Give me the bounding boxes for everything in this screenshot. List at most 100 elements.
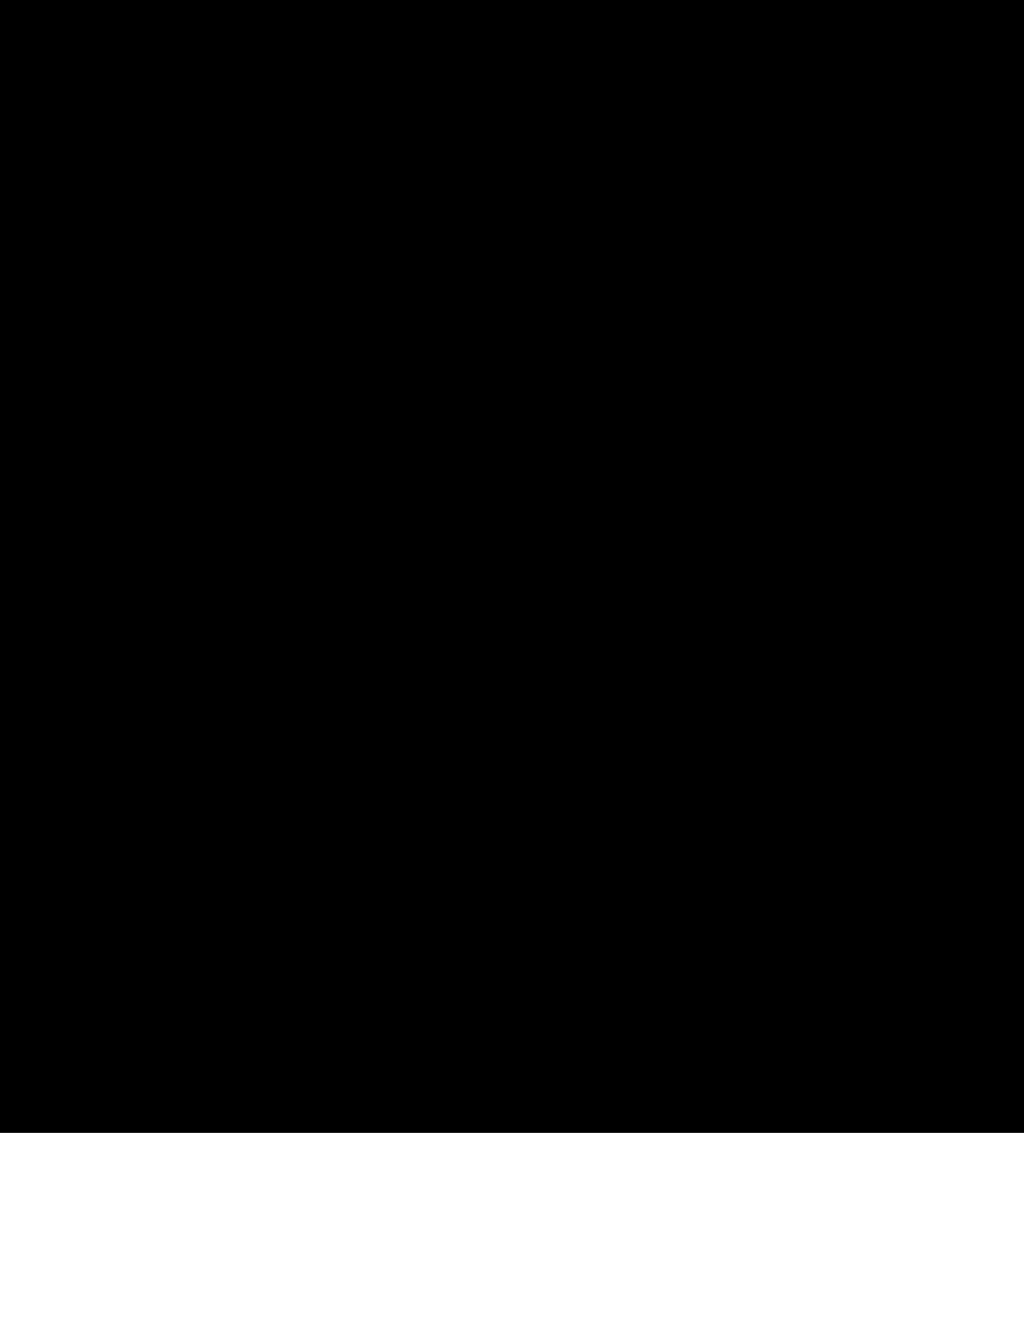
Text: P: P	[574, 531, 581, 541]
Text: _: _	[318, 524, 325, 535]
Bar	[531, 511, 562, 557]
Text: Sheet 26 of 26: Sheet 26 of 26	[539, 178, 651, 193]
Bar	[391, 700, 539, 742]
Text: AUDIO PACK: AUDIO PACK	[286, 711, 353, 722]
Text: _: _	[574, 524, 581, 535]
Text: _: _	[513, 524, 518, 535]
Text: _: _	[637, 524, 642, 535]
Text: _: _	[288, 524, 294, 535]
Text: US 2011/0044612 A1: US 2011/0044612 A1	[655, 178, 819, 193]
Text: COMPLETED: COMPLETED	[520, 364, 585, 378]
Text: COMPLETED: COMPLETED	[520, 259, 585, 271]
Text: V: V	[513, 517, 518, 527]
Text: _: _	[605, 524, 611, 535]
Text: I-PICTURE START TIME: I-PICTURE START TIME	[283, 689, 418, 700]
Text: AUDIO PACK: AUDIO PACK	[431, 711, 499, 722]
Text: (VOBU#n+2) HAVING AUDIO GAP: (VOBU#n+2) HAVING AUDIO GAP	[248, 812, 440, 825]
Text: FIG. 37: FIG. 37	[485, 841, 564, 859]
Text: V: V	[605, 517, 611, 527]
Text: AUDIO DATA: AUDIO DATA	[476, 408, 547, 421]
Text: K: K	[513, 545, 518, 554]
Text: V: V	[544, 517, 550, 527]
Text: I-PICTURE START
AUDIO SAMPLE NUMBER: I-PICTURE START AUDIO SAMPLE NUMBER	[554, 673, 683, 694]
Bar	[337, 231, 748, 285]
Text: A: A	[637, 517, 642, 527]
Text: GENERATE: GENERATE	[752, 293, 806, 304]
Bar	[337, 338, 748, 392]
Text: GOP: GOP	[366, 244, 387, 257]
Text: AUDIO: AUDIO	[298, 305, 334, 317]
Bar	[337, 511, 380, 557]
Bar	[531, 626, 554, 644]
Bar	[655, 511, 690, 557]
Text: #1: #1	[513, 630, 526, 639]
Text: INCOMPLETE: INCOMPLETE	[650, 259, 722, 271]
Text: C: C	[605, 539, 611, 548]
Text: I-PICTURE
AUDIO POSITION: I-PICTURE AUDIO POSITION	[252, 770, 346, 791]
Text: K: K	[637, 545, 642, 554]
Text: P: P	[288, 531, 294, 541]
Text: C: C	[318, 539, 325, 548]
Text: C: C	[288, 539, 294, 548]
Text: Feb. 24, 2011: Feb. 24, 2011	[430, 178, 536, 193]
Text: OF DVD DRIVE: OF DVD DRIVE	[376, 359, 457, 370]
Bar	[508, 626, 531, 644]
Text: GOP: GOP	[542, 351, 563, 363]
Text: ......: ......	[536, 714, 581, 727]
Text: AUDIO: AUDIO	[298, 408, 334, 421]
Text: ............: ............	[672, 714, 762, 727]
Text: GOP: GOP	[675, 351, 696, 363]
Text: I-PICTURE
AUDIO POSITION: I-PICTURE AUDIO POSITION	[586, 607, 680, 628]
Bar	[725, 511, 752, 557]
Text: A_PCK: A_PCK	[607, 715, 641, 726]
Text: EDIT OPERATION: EDIT OPERATION	[376, 348, 470, 358]
Text: HEAD OF VOBU OF SECTOR: HEAD OF VOBU OF SECTOR	[283, 657, 431, 668]
Text: GOP: GOP	[675, 244, 696, 257]
Text: GOP: GOP	[542, 244, 563, 257]
Text: V: V	[288, 517, 294, 527]
Text: K: K	[288, 545, 294, 554]
Text: AUDIO GAP (PORTION WITHOUT ANY: AUDIO GAP (PORTION WITHOUT ANY	[686, 457, 889, 467]
Text: AUDIO DATA: AUDIO DATA	[507, 305, 579, 317]
Text: VOBU#n: VOBU#n	[298, 656, 341, 669]
Text: AUDIO GAP: AUDIO GAP	[641, 766, 701, 775]
Text: P: P	[544, 531, 550, 541]
Text: #3: #3	[559, 630, 572, 639]
Bar	[306, 511, 337, 557]
Text: VOBU#n-1: VOBU#n-1	[359, 441, 416, 453]
Text: A: A	[574, 517, 581, 527]
Text: GOP: GOP	[366, 351, 387, 363]
Text: ......: ......	[336, 528, 381, 541]
Text: AUDIO DATA OF RECORDING SOURCE): AUDIO DATA OF RECORDING SOURCE)	[686, 467, 895, 478]
Text: P: P	[605, 531, 611, 541]
Bar	[671, 700, 764, 742]
Text: THE SAME TIME AS: THE SAME TIME AS	[283, 678, 391, 689]
Bar	[578, 626, 601, 644]
Bar	[500, 511, 531, 557]
Text: A: A	[318, 517, 325, 527]
Bar	[690, 511, 725, 557]
Text: CORRECTION: CORRECTION	[752, 302, 819, 313]
Text: C: C	[544, 539, 550, 548]
Text: SERIAL NUMBERS OF AUDIO PACKS: SERIAL NUMBERS OF AUDIO PACKS	[275, 628, 482, 640]
Text: VOBU#n+1: VOBU#n+1	[436, 656, 494, 669]
Text: #4:: #4:	[579, 630, 599, 639]
Text: SEQUENCE: SEQUENCE	[293, 722, 347, 733]
Text: Patent Application Publication: Patent Application Publication	[198, 178, 437, 193]
Text: K: K	[544, 545, 550, 554]
Text: ----: ----	[604, 630, 632, 639]
Text: P: P	[513, 531, 518, 541]
Text: C: C	[637, 539, 642, 548]
Text: K: K	[318, 545, 325, 554]
Text: VIDEO: VIDEO	[298, 252, 334, 265]
Text: INFORMATION (AO_GAP_I.OC/M_VOBU_GI) INDICATING VOBU: INFORMATION (AO_GAP_I.OC/M_VOBU_GI) INDI…	[248, 800, 611, 813]
Bar	[593, 511, 624, 557]
Text: COMPLETED: COMPLETED	[344, 364, 408, 378]
Text: DATA: DATA	[752, 312, 779, 322]
Bar	[275, 511, 306, 557]
Bar	[686, 396, 748, 434]
Text: P: P	[637, 531, 642, 541]
Text: K: K	[574, 545, 581, 554]
Text: VIDEO: VIDEO	[298, 358, 334, 371]
Bar	[582, 704, 667, 738]
